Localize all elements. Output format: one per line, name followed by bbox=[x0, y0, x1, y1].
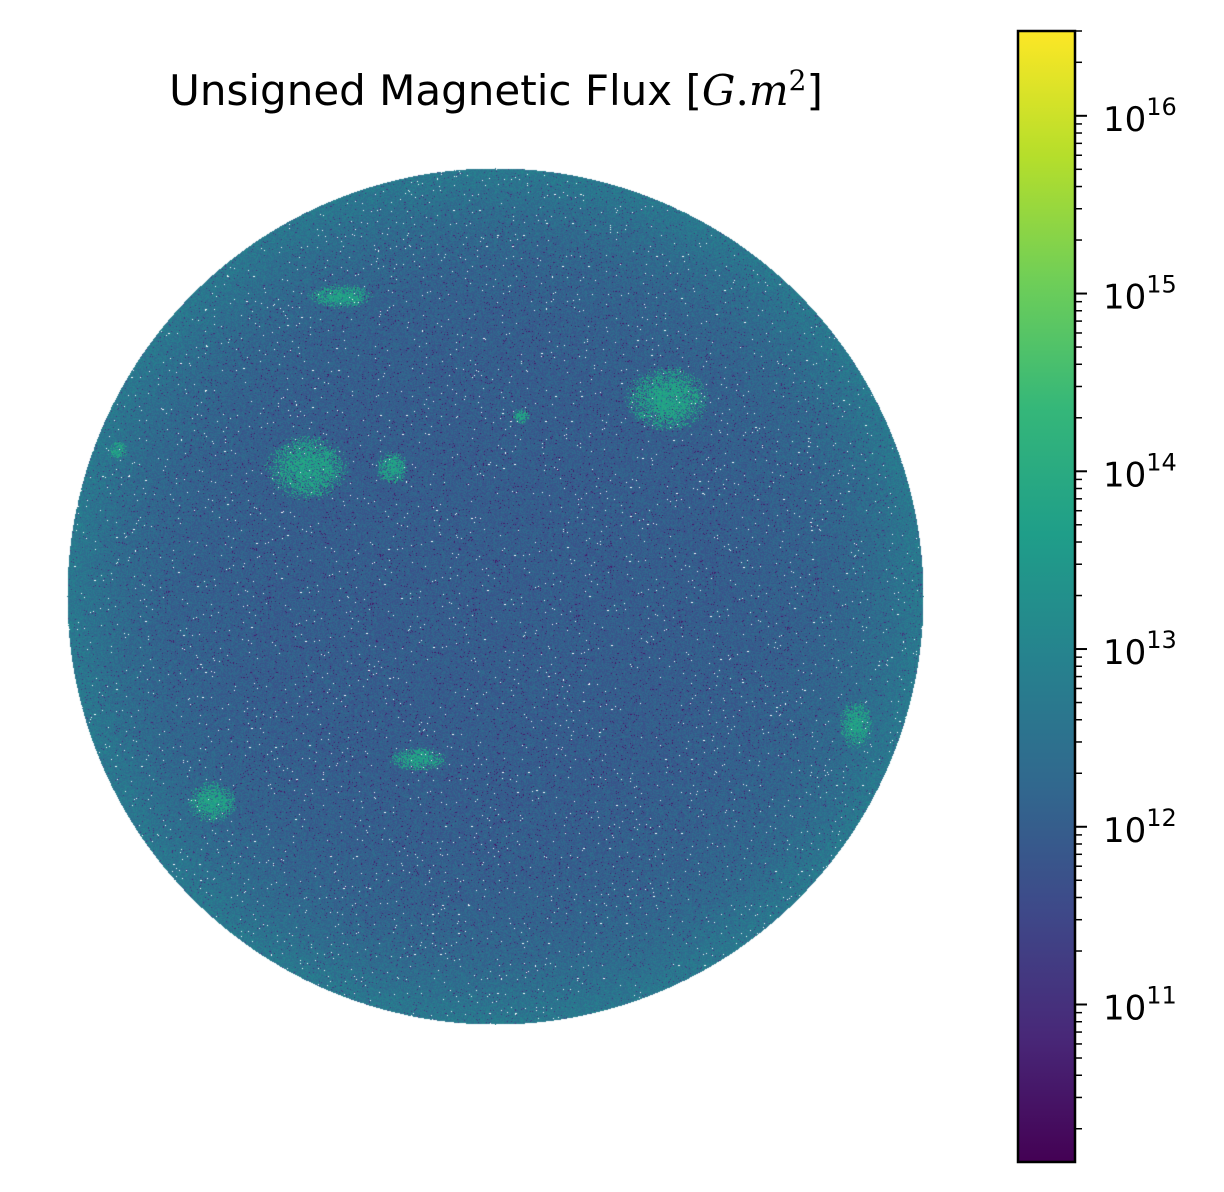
colorbar-tick-label: 1016 bbox=[1103, 93, 1177, 140]
chart-title-suffix: ] bbox=[806, 66, 823, 115]
colorbar-tick-label: 1013 bbox=[1103, 626, 1177, 673]
colorbar-gradient bbox=[1016, 29, 1077, 1164]
chart-title: Unsigned Magnetic Flux [G.m2] bbox=[0, 64, 992, 115]
solar-disk-heatmap bbox=[66, 167, 924, 1025]
chart-title-math: G.m2 bbox=[701, 64, 807, 115]
colorbar-tick-label: 1015 bbox=[1103, 271, 1177, 318]
chart-title-prefix: Unsigned Magnetic Flux [ bbox=[169, 66, 702, 115]
colorbar-tick-label: 1014 bbox=[1103, 448, 1177, 495]
colorbar-tick-label: 1012 bbox=[1103, 804, 1177, 851]
colorbar-tick-label: 1011 bbox=[1103, 982, 1177, 1029]
